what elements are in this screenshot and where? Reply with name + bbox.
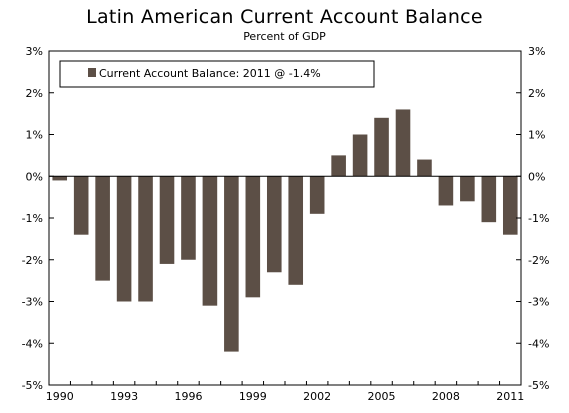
y-tick-label-right: -2% <box>528 254 549 267</box>
y-tick-label-right: 0% <box>528 170 545 183</box>
bar-1993 <box>116 176 132 302</box>
y-tick-label-left: -4% <box>22 337 43 350</box>
y-tick-label-left: 1% <box>26 129 43 142</box>
bar-2008 <box>438 176 454 206</box>
y-tick-label-right: 2% <box>528 87 545 100</box>
x-tick-label: 1996 <box>174 390 202 403</box>
y-tick-label-right: 1% <box>528 129 545 142</box>
bar-1999 <box>245 176 261 298</box>
bar-1991 <box>73 176 89 235</box>
bar-2005 <box>374 117 389 177</box>
bar-2011 <box>502 176 518 235</box>
y-tick-label-right: -1% <box>528 212 549 225</box>
bar-2001 <box>288 176 304 285</box>
x-tick-label: 2008 <box>432 390 460 403</box>
x-tick-label: 2002 <box>303 390 331 403</box>
chart-subtitle: Percent of GDP <box>243 30 326 43</box>
x-tick-label: 1993 <box>110 390 138 403</box>
bar-1998 <box>224 176 239 352</box>
x-tick-label: 1999 <box>239 390 267 403</box>
bar-2000 <box>266 176 282 273</box>
legend-box <box>59 60 375 88</box>
bar-1996 <box>181 176 196 260</box>
bar-1990 <box>52 176 68 181</box>
y-tick-label-left: -3% <box>22 296 43 309</box>
legend-swatch <box>88 68 96 77</box>
bar-2004 <box>352 134 368 177</box>
y-tick-label-left: 0% <box>26 170 43 183</box>
bar-1997 <box>202 176 218 306</box>
y-tick-label-right: -5% <box>528 379 549 392</box>
x-tick-label: 2005 <box>368 390 396 403</box>
y-tick-label-right: -4% <box>528 337 549 350</box>
legend-label: Current Account Balance: 2011 @ -1.4% <box>99 67 321 80</box>
y-tick-label-right: -3% <box>528 296 549 309</box>
bar-1994 <box>138 176 153 302</box>
bar-1992 <box>95 176 110 281</box>
bar-2010 <box>481 176 497 223</box>
y-tick-label-left: 2% <box>26 87 43 100</box>
bar-2006 <box>395 109 411 177</box>
bar-2003 <box>331 155 346 177</box>
y-tick-label-left: -1% <box>22 212 43 225</box>
bar-1995 <box>159 176 175 264</box>
y-tick-label-left: 3% <box>26 45 43 58</box>
y-tick-label-right: 3% <box>528 45 545 58</box>
bar-2002 <box>309 176 325 214</box>
bar-2009 <box>460 176 475 202</box>
y-tick-label-left: -2% <box>22 254 43 267</box>
y-tick-label-left: -5% <box>22 379 43 392</box>
chart-title: Latin American Current Account Balance <box>86 6 483 28</box>
x-tick-label: 1990 <box>46 390 74 403</box>
x-tick-label: 2011 <box>496 390 524 403</box>
bar-2007 <box>417 159 432 177</box>
